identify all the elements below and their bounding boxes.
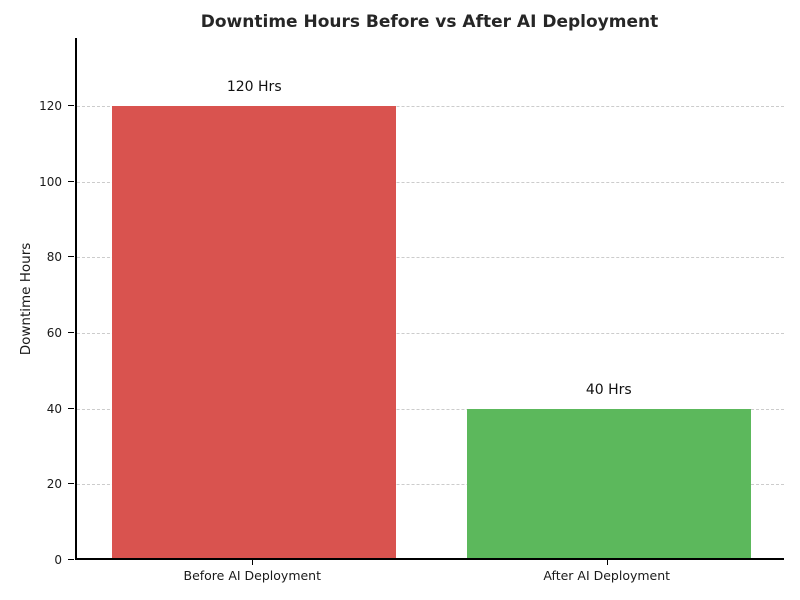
y-axis-label: Downtime Hours xyxy=(18,242,34,356)
plot-area: 120 Hrs 40 Hrs xyxy=(75,38,784,560)
y-tick-mark-100 xyxy=(68,180,74,182)
y-tick-mark-80 xyxy=(68,256,74,258)
bar-after-ai-deployment xyxy=(466,408,751,558)
gridline-y-20 xyxy=(77,484,784,486)
bar-before-ai-deployment xyxy=(112,106,397,558)
gridline-y-100 xyxy=(77,181,784,183)
gridline-y-120 xyxy=(77,106,784,108)
gridline-y-40 xyxy=(77,408,784,410)
chart-title: Downtime Hours Before vs After AI Deploy… xyxy=(200,12,659,32)
gridline-y-80 xyxy=(77,257,784,259)
y-tick-label-120: 120 xyxy=(39,99,62,114)
x-tick-label-before-ai-deployment: Before AI Deployment xyxy=(183,568,322,583)
bar-value-label-after-ai-deployment: 40 Hrs xyxy=(585,381,632,398)
y-tick-mark-0 xyxy=(68,559,74,560)
x-tick-mark-before-ai-deployment xyxy=(252,560,254,565)
x-tick-mark-after-ai-deployment xyxy=(606,560,608,565)
y-tick-mark-120 xyxy=(68,105,74,107)
y-tick-label-80: 80 xyxy=(46,250,62,265)
y-tick-label-100: 100 xyxy=(39,174,62,189)
y-tick-mark-20 xyxy=(68,483,74,485)
x-tick-label-after-ai-deployment: After AI Deployment xyxy=(543,568,671,583)
gridline-y-60 xyxy=(77,333,784,335)
y-tick-label-20: 20 xyxy=(46,477,62,492)
y-tick-mark-40 xyxy=(68,407,74,409)
y-tick-label-60: 60 xyxy=(46,326,62,341)
y-tick-mark-60 xyxy=(68,332,74,334)
y-tick-label-40: 40 xyxy=(46,401,62,416)
y-tick-label-0: 0 xyxy=(54,553,62,567)
bar-value-label-before-ai-deployment: 120 Hrs xyxy=(226,79,282,96)
